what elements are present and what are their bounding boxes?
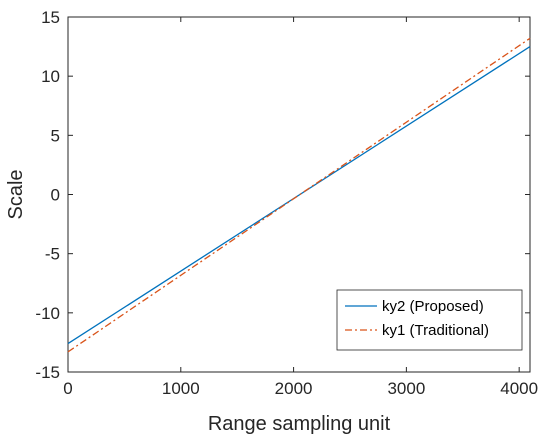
y-tick-label: 15	[41, 8, 60, 27]
legend-entry-ky2: ky2 (Proposed)	[382, 298, 484, 315]
legend: ky2 (Proposed) ky1 (Traditional)	[336, 289, 523, 351]
x-tick-label: 4000	[500, 379, 538, 398]
series-line-ky1	[67, 37, 531, 353]
y-tick-label: 5	[51, 126, 60, 145]
x-axis-label: Range sampling unit	[208, 413, 391, 435]
ticks-layer: 0 1000 2000 3000 4000 -15 -10 -5 0 5 10 15	[35, 8, 538, 398]
x-tick-label: 0	[63, 379, 72, 398]
series-layer	[67, 37, 531, 353]
x-tick-label: 1000	[162, 379, 200, 398]
legend-entry-ky1: ky1 (Traditional)	[382, 322, 489, 339]
y-tick-label: -5	[45, 245, 60, 264]
x-tick-label: 3000	[387, 379, 425, 398]
series-line-ky2	[67, 46, 531, 345]
y-tick-label: -15	[35, 363, 60, 382]
x-tick-label: 2000	[275, 379, 313, 398]
y-tick-label: -10	[35, 304, 60, 323]
y-tick-label: 10	[41, 67, 60, 86]
y-tick-label: 0	[51, 186, 60, 205]
legend-box	[336, 289, 523, 351]
y-axis-label: Scale	[5, 169, 27, 219]
